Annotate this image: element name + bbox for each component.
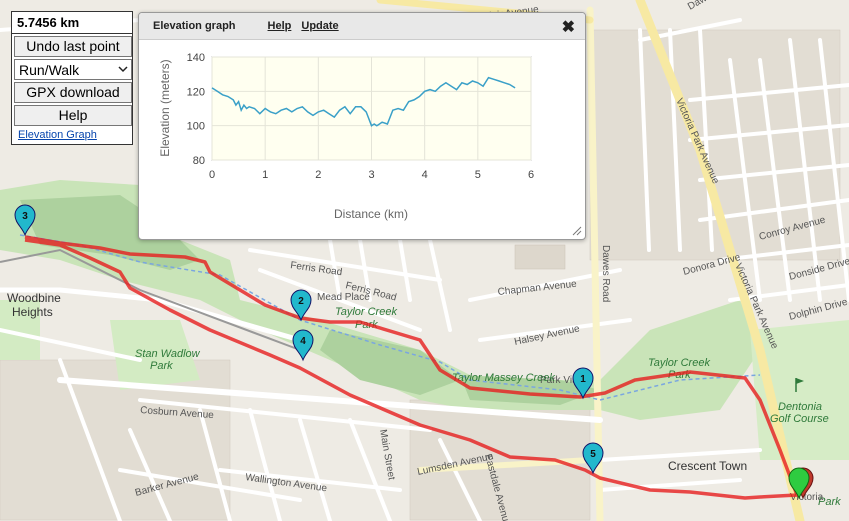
end-marker[interactable] (788, 467, 814, 500)
elevation-chart: 0 1 2 3 4 5 6 80 100 120 140 Distance (km) Elevat… (158, 52, 534, 221)
elevation-graph-window: Elevation graph Help Update ✖ 0 1 2 3 4 5 6 80… (138, 12, 586, 240)
route-distance: 5.7456 km (12, 12, 132, 34)
svg-text:4: 4 (300, 336, 306, 347)
svg-text:Victoria: Victoria (790, 492, 824, 503)
help-button[interactable]: Help (14, 105, 132, 126)
svg-text:Cosburn Avenue: Cosburn Avenue (140, 405, 215, 421)
svg-text:Golf Course: Golf Course (770, 413, 829, 425)
svg-text:Dawes Road: Dawes Road (600, 245, 611, 302)
gpx-download-button[interactable]: GPX download (14, 82, 132, 103)
elevation-series-line (211, 76, 516, 127)
elevation-window-titlebar[interactable]: Elevation graph Help Update ✖ (139, 13, 585, 40)
route-control-panel: 5.7456 km Undo last point Run/Walk GPX d… (11, 11, 133, 145)
x-tick-label: 4 (422, 169, 428, 181)
route-line (24, 235, 799, 500)
y-tick-labels: 80 100 120 140 (187, 52, 205, 167)
svg-text:Dentonia: Dentonia (778, 401, 822, 413)
x-tick-label: 2 (315, 169, 321, 181)
creek (19, 234, 761, 401)
waypoint-marker-5[interactable]: 5 (582, 442, 604, 475)
x-tick-label: 6 (528, 169, 534, 181)
x-axis-label: Distance (km) (334, 207, 408, 221)
svg-text:Park Vista: Park Vista (540, 375, 586, 386)
golf-icon (795, 378, 804, 392)
x-tick-label: 1 (262, 169, 268, 181)
svg-text:Taylor Massey Creek: Taylor Massey Creek (452, 372, 555, 384)
activity-mode-select[interactable]: Run/Walk (14, 59, 132, 80)
waypoint-marker-4[interactable]: 4 (292, 329, 314, 362)
svg-text:Park: Park (818, 496, 841, 508)
svg-text:Taylor Creek: Taylor Creek (648, 357, 710, 369)
svg-text:Heights: Heights (12, 305, 53, 319)
elevation-update-link[interactable]: Update (301, 20, 339, 32)
pond (514, 244, 566, 270)
elevation-window-title: Elevation graph (153, 20, 236, 32)
minor-streets (0, 18, 849, 521)
resize-handle-icon[interactable] (572, 226, 582, 236)
close-icon[interactable]: ✖ (561, 19, 575, 36)
x-tick-labels: 0 1 2 3 4 5 6 (209, 169, 534, 181)
svg-text:Park: Park (150, 360, 173, 372)
x-tick-label: 3 (368, 169, 374, 181)
waypoint-marker-3[interactable]: 3 (14, 204, 36, 237)
rail-line (0, 248, 301, 351)
svg-text:Taylor Creek: Taylor Creek (335, 306, 397, 318)
x-tick-label: 0 (209, 169, 215, 181)
svg-text:Crescent Town: Crescent Town (668, 459, 747, 473)
svg-text:1: 1 (580, 374, 586, 385)
chevron-down-icon (118, 66, 128, 73)
y-tick-label: 100 (187, 121, 205, 133)
undo-last-point-button[interactable]: Undo last point (14, 36, 132, 57)
elevation-help-link[interactable]: Help (267, 20, 292, 32)
svg-text:5: 5 (590, 449, 596, 460)
waypoint-marker-2[interactable]: 2 (290, 289, 312, 322)
svg-text:2: 2 (298, 296, 304, 307)
y-axis-label: Elevation (meters) (158, 59, 172, 156)
y-tick-label: 80 (193, 155, 205, 167)
x-tick-label: 5 (475, 169, 481, 181)
svg-text:3: 3 (22, 211, 28, 222)
svg-text:Stan Wadlow: Stan Wadlow (135, 348, 201, 360)
y-tick-label: 120 (187, 86, 205, 98)
y-tick-label: 140 (187, 52, 205, 64)
elevation-graph-link[interactable]: Elevation Graph (18, 129, 97, 141)
svg-text:Mead Place: Mead Place (317, 292, 370, 303)
waypoint-marker-1[interactable]: 1 (572, 367, 594, 400)
activity-mode-value: Run/Walk (19, 61, 80, 78)
svg-text:Woodbine: Woodbine (7, 291, 61, 305)
